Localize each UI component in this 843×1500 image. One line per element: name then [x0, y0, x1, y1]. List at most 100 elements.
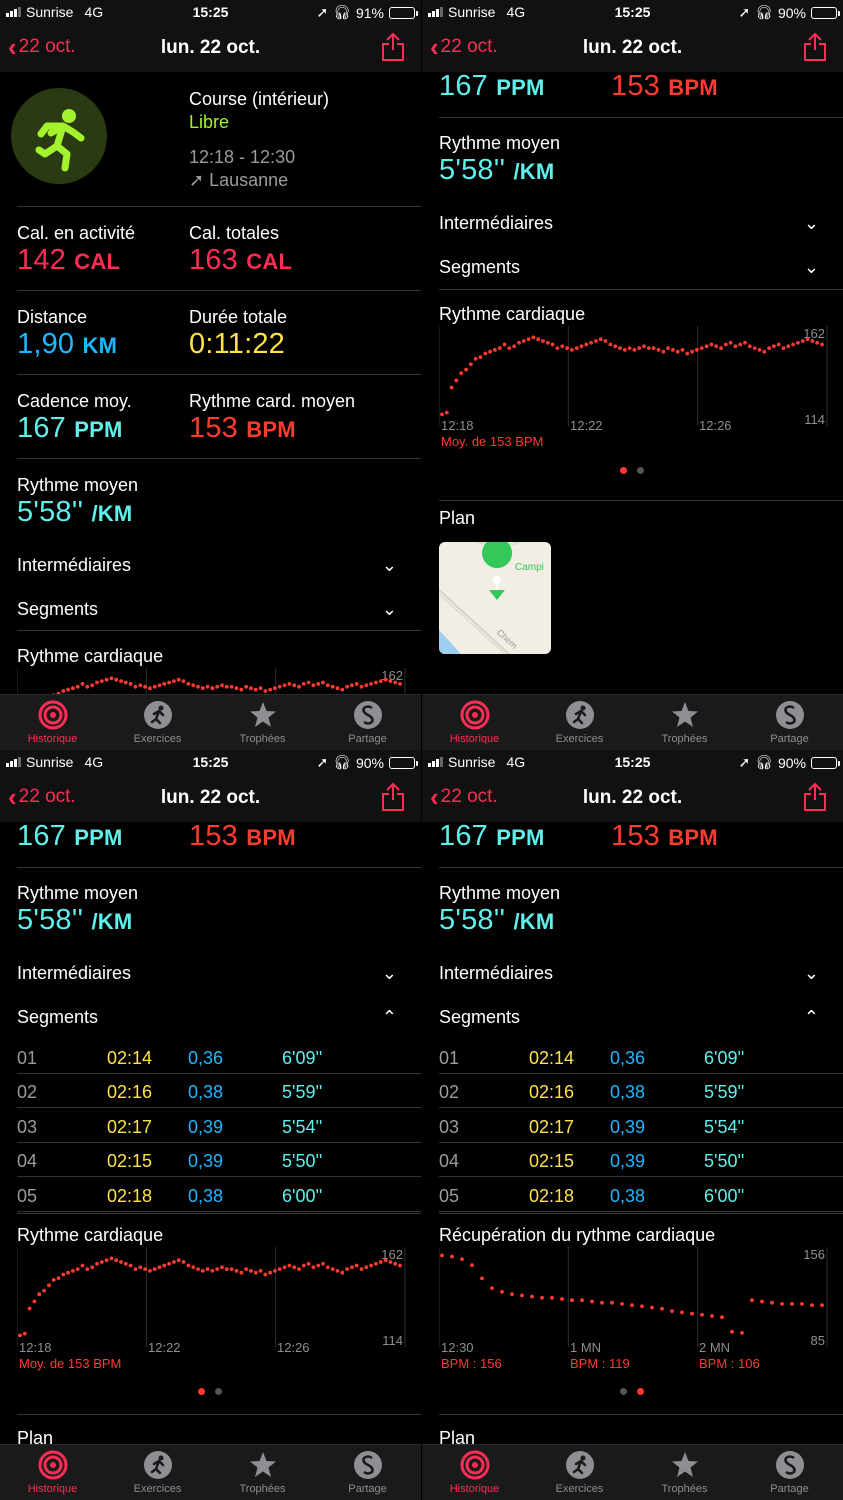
page-dot[interactable]: [637, 1388, 644, 1395]
data-point: [651, 346, 656, 350]
tab-workouts[interactable]: Exercices: [527, 699, 632, 745]
data-point: [196, 1267, 200, 1271]
battery-percent: 90%: [777, 754, 806, 771]
segment-number: 04: [17, 1151, 38, 1172]
data-point: [157, 1265, 162, 1270]
segment-number: 05: [439, 1185, 460, 1206]
data-point: [268, 687, 272, 692]
data-point: [249, 686, 253, 691]
data-point: [540, 1295, 544, 1300]
back-label: 22 oct.: [18, 36, 76, 57]
data-point: [316, 682, 321, 686]
clock: 15:25: [614, 754, 651, 770]
data-point: [234, 1269, 239, 1273]
splits-row[interactable]: Intermédiaires ⌄: [439, 213, 823, 234]
data-point: [600, 1300, 604, 1305]
data-point: [710, 1314, 714, 1318]
data-point: [301, 682, 306, 686]
data-point: [200, 1269, 205, 1273]
data-point: [760, 1299, 764, 1304]
data-point: [530, 1294, 534, 1299]
tab-workouts[interactable]: Exercices: [527, 1449, 632, 1495]
activity-rings-icon: [37, 699, 69, 731]
tab-history[interactable]: Historique: [0, 699, 105, 745]
tab-workouts[interactable]: Exercices: [105, 699, 210, 745]
segments-row[interactable]: Segments ⌄: [17, 599, 401, 620]
data-point: [500, 1289, 504, 1294]
data-point: [800, 339, 805, 343]
share-icon[interactable]: [803, 782, 827, 812]
tab-history[interactable]: Historique: [422, 1449, 527, 1495]
recovery-title: Récupération du rythme cardiaque: [439, 1225, 716, 1245]
segment-distance: 0,36: [610, 1048, 646, 1068]
y-tick: 114: [382, 1333, 403, 1347]
chevron-up-icon: ⌃: [803, 1007, 819, 1027]
share-icon[interactable]: [803, 32, 827, 62]
segment-row: 03 02:17 0,39 5'54'': [17, 1109, 421, 1143]
tab-awards[interactable]: Trophées: [632, 699, 737, 745]
segment-number: 03: [439, 1116, 460, 1137]
tab-sharing[interactable]: Partage: [737, 1449, 842, 1495]
data-point: [570, 348, 574, 352]
data-point: [454, 378, 459, 383]
duration-value: 0:11:22: [189, 328, 286, 360]
page-dot[interactable]: [215, 1388, 222, 1395]
nav-bar: ‹ 22 oct. lun. 22 oct.: [422, 774, 843, 822]
tab-history[interactable]: Historique: [422, 699, 527, 745]
data-point: [138, 1265, 143, 1270]
data-point: [306, 1261, 311, 1266]
share-icon[interactable]: [381, 32, 405, 62]
share-icon[interactable]: [381, 782, 405, 812]
segments-row[interactable]: Segments ⌃: [439, 1007, 823, 1028]
data-point: [560, 344, 565, 349]
back-button[interactable]: ‹ 22 oct.: [430, 34, 498, 60]
tab-label: Trophées: [239, 1483, 286, 1495]
data-point: [95, 1261, 99, 1266]
tab-awards[interactable]: Trophées: [210, 699, 315, 745]
segment-distance: 0,38: [610, 1082, 646, 1103]
data-point: [440, 1253, 444, 1258]
back-button[interactable]: ‹ 22 oct.: [8, 34, 76, 60]
splits-row[interactable]: Intermédiaires ⌄: [17, 963, 401, 984]
page-indicator[interactable]: [198, 1388, 222, 1395]
segments-row[interactable]: Segments ⌄: [439, 257, 823, 278]
data-point: [143, 1267, 147, 1271]
tab-workouts[interactable]: Exercices: [105, 1449, 210, 1495]
tab-sharing[interactable]: Partage: [315, 1449, 420, 1495]
tab-awards[interactable]: Trophées: [210, 1449, 315, 1495]
data-point: [550, 342, 555, 347]
page-indicator[interactable]: [620, 1388, 644, 1395]
carrier: Sunrise: [26, 754, 74, 770]
back-button[interactable]: ‹ 22 oct.: [8, 784, 76, 810]
splits-row[interactable]: Intermédiaires ⌄: [17, 555, 401, 576]
tab-bar: Historique Exercices Trophées Partage: [422, 1444, 843, 1500]
page-indicator[interactable]: [620, 467, 644, 474]
active-cal-value: 142 CAL: [17, 244, 121, 276]
tab-sharing[interactable]: Partage: [315, 699, 420, 745]
data-point: [215, 1267, 220, 1271]
back-button[interactable]: ‹ 22 oct.: [430, 784, 498, 810]
data-point: [757, 348, 762, 352]
data-point: [176, 677, 181, 682]
y-tick: 114: [804, 412, 825, 426]
tab-sharing[interactable]: Partage: [737, 699, 842, 745]
avg-pace-label: Rythme moyen: [17, 475, 139, 495]
data-point: [517, 340, 521, 345]
page-dot[interactable]: [620, 1388, 627, 1395]
data-point: [640, 1304, 644, 1309]
page-dot[interactable]: [198, 1388, 205, 1395]
total-cal-value: 163 CAL: [189, 244, 293, 276]
tab-history[interactable]: Historique: [0, 1449, 105, 1495]
tab-awards[interactable]: Trophées: [632, 1449, 737, 1495]
data-point: [478, 355, 483, 359]
page-dot[interactable]: [620, 467, 627, 474]
segment-number: 04: [439, 1151, 460, 1172]
hr-average: Moy. de 153 BPM: [441, 434, 544, 449]
data-point: [642, 344, 646, 349]
splits-row[interactable]: Intermédiaires ⌄: [439, 963, 823, 984]
page-dot[interactable]: [637, 467, 644, 474]
map-thumbnail[interactable]: Campi Chem: [439, 542, 551, 654]
segments-row[interactable]: Segments ⌃: [17, 1007, 401, 1028]
runner-badge-icon: [142, 1449, 174, 1481]
